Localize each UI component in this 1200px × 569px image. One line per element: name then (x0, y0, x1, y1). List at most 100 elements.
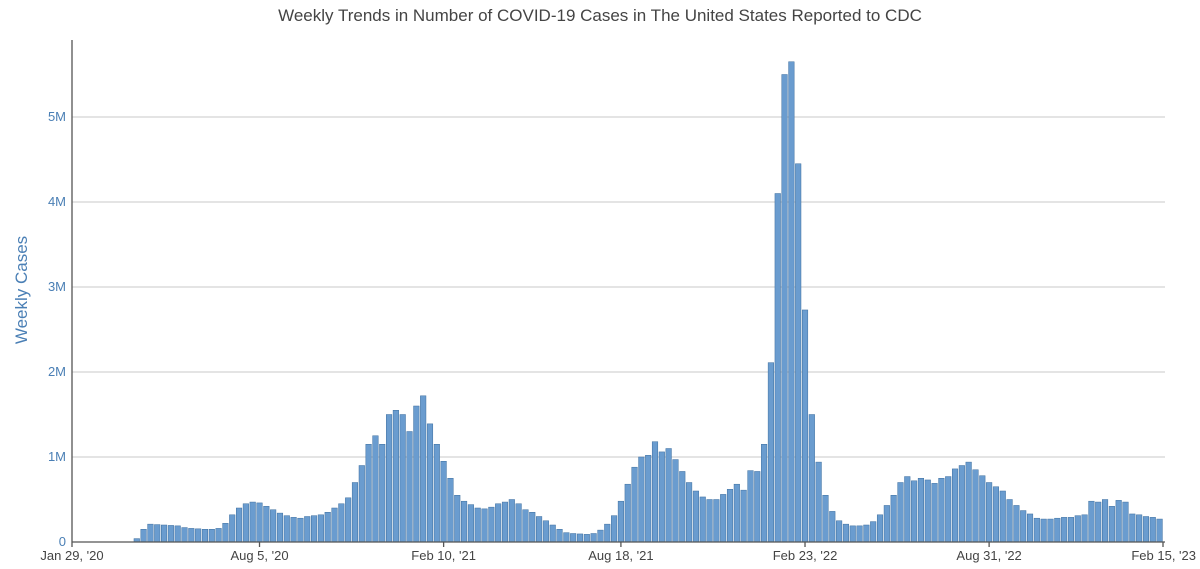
bar (747, 470, 754, 543)
bar (1033, 517, 1040, 543)
bar (761, 444, 768, 543)
bar (733, 483, 740, 543)
bar (890, 495, 897, 543)
bar (583, 534, 590, 543)
bar (870, 521, 877, 543)
bar (651, 441, 659, 543)
x-tick-label: Aug 5, '20 (230, 548, 288, 563)
bar (992, 486, 999, 543)
bar (617, 500, 624, 543)
bar (167, 525, 174, 543)
bar (808, 414, 815, 543)
x-tick-label: Aug 18, '21 (588, 548, 653, 563)
bar (276, 512, 284, 543)
bar (979, 475, 986, 543)
bar (590, 533, 597, 543)
bar (365, 444, 372, 543)
bar (1006, 499, 1013, 543)
bar (931, 483, 938, 543)
bar (201, 529, 209, 543)
bar (556, 529, 563, 543)
bar (351, 482, 359, 543)
bar (229, 514, 236, 543)
chart-title: Weekly Trends in Number of COVID-19 Case… (278, 6, 922, 25)
bar (508, 499, 515, 543)
bar (1149, 517, 1156, 543)
bar (474, 507, 481, 543)
bar (1074, 515, 1081, 543)
bar (270, 509, 277, 543)
x-tick-label: Jan 29, '20 (40, 548, 103, 563)
bar (481, 508, 488, 543)
bar (399, 414, 406, 543)
bar (856, 525, 863, 543)
bar (263, 506, 270, 543)
bar (706, 499, 713, 543)
bar (822, 495, 829, 543)
bar (1136, 514, 1143, 543)
x-tick-label: Feb 23, '22 (773, 548, 838, 563)
bars (133, 61, 1163, 543)
bar (433, 444, 440, 543)
bar (304, 516, 311, 543)
bar (576, 533, 584, 543)
bar (406, 431, 413, 543)
bar (713, 499, 720, 543)
bar (324, 512, 331, 543)
bar (658, 451, 665, 543)
bar (986, 482, 993, 543)
bar (842, 523, 849, 543)
bar (501, 501, 509, 543)
y-tick-label: 1M (48, 449, 66, 464)
bar (945, 476, 952, 543)
bar (597, 529, 604, 543)
bar (897, 482, 904, 543)
bar (829, 511, 836, 543)
bar (999, 490, 1006, 543)
y-tick-label: 4M (48, 194, 66, 209)
bar (236, 507, 243, 543)
bar (426, 423, 434, 543)
bar (951, 468, 959, 543)
y-tick-label: 2M (48, 364, 66, 379)
bar (1115, 500, 1122, 543)
bar (679, 471, 686, 543)
bar (549, 524, 556, 543)
bar (290, 517, 297, 543)
bar (692, 490, 699, 543)
bar (958, 465, 965, 543)
bar (611, 515, 618, 543)
bar (699, 496, 706, 543)
bar (720, 494, 727, 543)
x-tick-label: Feb 15, '23 (1131, 548, 1196, 563)
bar (536, 516, 543, 543)
bar (1047, 518, 1054, 543)
bar (140, 529, 147, 543)
bar (154, 524, 161, 543)
bar (174, 525, 181, 543)
bar (911, 480, 918, 543)
bar (215, 528, 222, 543)
bar (965, 461, 972, 543)
bar (379, 444, 386, 543)
bar (345, 497, 352, 543)
bar (570, 533, 577, 543)
tick-labels: 0 1M 2M 3M 4M 5M Jan 29, '20 Aug 5, '20 Feb 10, … (40, 109, 1196, 563)
bar (542, 520, 549, 543)
bar (1061, 517, 1068, 543)
bar (1095, 501, 1102, 543)
bar (529, 512, 536, 543)
bar (774, 193, 781, 543)
bar (317, 514, 324, 543)
bar (938, 478, 945, 543)
y-tick-label: 5M (48, 109, 66, 124)
bar (467, 504, 474, 543)
bar (645, 455, 652, 543)
bar (624, 483, 631, 543)
bar (311, 515, 318, 543)
bar (338, 503, 345, 543)
bar (972, 469, 979, 543)
bar (440, 461, 447, 543)
y-tick-label: 0 (59, 534, 66, 549)
bar (665, 448, 672, 543)
